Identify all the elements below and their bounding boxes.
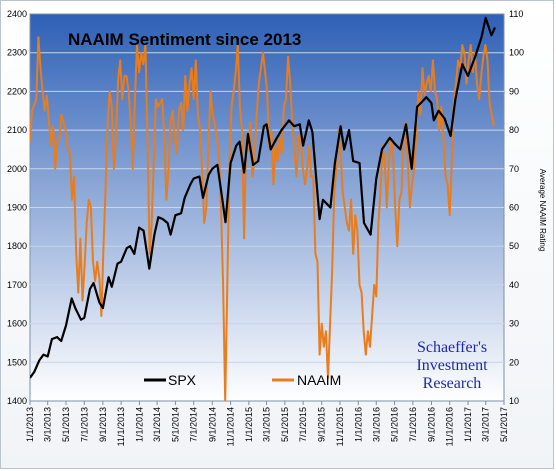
x-tick-label: 1/1/2017 xyxy=(463,407,473,442)
y-right-tick-label: 40 xyxy=(509,280,519,290)
y-tick-label: 1900 xyxy=(7,203,27,213)
x-tick-label: 11/1/2014 xyxy=(226,407,236,446)
x-tick-label: 9/1/2014 xyxy=(207,407,217,442)
x-tick-label: 11/1/2015 xyxy=(335,407,345,446)
y-right-tick-label: 80 xyxy=(509,125,519,135)
watermark-line-1: Schaeffer's xyxy=(417,339,487,356)
x-tick-label: 5/1/2013 xyxy=(61,407,71,442)
x-tick-label: 7/1/2013 xyxy=(79,407,89,442)
legend: SPX NAAIM xyxy=(144,372,341,388)
x-tick-label: 5/1/2017 xyxy=(499,407,509,442)
y-right-tick-label: 70 xyxy=(509,164,519,174)
x-tick-label: 3/1/2015 xyxy=(262,407,272,442)
y-right-tick-label: 20 xyxy=(509,357,519,367)
y-right-tick-label: 60 xyxy=(509,203,519,213)
y-right-tick-label: 10 xyxy=(509,396,519,406)
x-tick-label: 3/1/2017 xyxy=(481,407,491,442)
x-tick-label: 3/1/2016 xyxy=(371,407,381,442)
x-tick-label: 7/1/2015 xyxy=(298,407,308,442)
legend-label-naaim: NAAIM xyxy=(297,372,341,388)
series-lines xyxy=(30,16,496,401)
x-tick-label: 7/1/2016 xyxy=(408,407,418,442)
right-axis-ticks: 10 20 30 40 50 60 70 80 90 100 110 xyxy=(509,9,524,406)
y-right-tick-label: 100 xyxy=(509,48,524,58)
y-tick-label: 1500 xyxy=(7,357,27,367)
right-axis-label: Average NAAIM Rating xyxy=(538,169,547,252)
y-tick-label: 1800 xyxy=(7,241,27,251)
x-tick-label: 9/1/2016 xyxy=(426,407,436,442)
x-tick-label: 3/1/2013 xyxy=(43,407,53,442)
y-right-tick-label: 90 xyxy=(509,86,519,96)
watermark-line-2: Investment xyxy=(416,357,488,374)
y-right-tick-label: 30 xyxy=(509,319,519,329)
x-tick-label: 1/1/2015 xyxy=(244,407,254,442)
y-tick-label: 2100 xyxy=(7,125,27,135)
y-right-tick-label: 50 xyxy=(509,241,519,251)
x-tick-label: 5/1/2015 xyxy=(280,407,290,442)
x-axis-ticks: 1/1/2013 3/1/2013 5/1/2013 7/1/2013 9/1/2013… xyxy=(25,401,509,446)
left-axis-ticks: 1400 1500 1600 1700 1800 1900 2000 2100 2200 2300… xyxy=(7,9,27,406)
x-tick-label: 11/1/2013 xyxy=(116,407,126,446)
x-tick-label: 1/1/2016 xyxy=(353,407,363,442)
x-tick-label: 3/1/2014 xyxy=(152,407,162,442)
x-tick-label: 5/1/2016 xyxy=(390,407,400,442)
y-right-tick-label: 110 xyxy=(509,9,523,19)
watermark-line-3: Research xyxy=(423,375,482,392)
y-tick-label: 1700 xyxy=(7,280,27,290)
x-tick-label: 1/1/2013 xyxy=(25,407,35,442)
series-line-spx xyxy=(30,16,496,379)
x-tick-label: 1/1/2014 xyxy=(134,407,144,442)
x-tick-label: 9/1/2015 xyxy=(317,407,327,442)
y-tick-label: 2000 xyxy=(7,164,27,174)
y-tick-label: 1400 xyxy=(7,396,27,406)
x-tick-label: 9/1/2013 xyxy=(98,407,108,442)
chart-title: NAAIM Sentiment since 2013 xyxy=(68,30,301,49)
y-tick-label: 2200 xyxy=(7,86,27,96)
y-tick-label: 2300 xyxy=(7,48,27,58)
y-tick-label: 2400 xyxy=(7,9,27,19)
x-tick-label: 7/1/2014 xyxy=(189,407,199,442)
series-line-naaim xyxy=(30,36,495,401)
watermark: Schaeffer's Investment Research xyxy=(416,339,488,392)
y-tick-label: 1600 xyxy=(7,319,27,329)
legend-label-spx: SPX xyxy=(168,372,197,388)
x-tick-label: 11/1/2016 xyxy=(445,407,455,446)
x-tick-label: 5/1/2014 xyxy=(170,407,180,442)
